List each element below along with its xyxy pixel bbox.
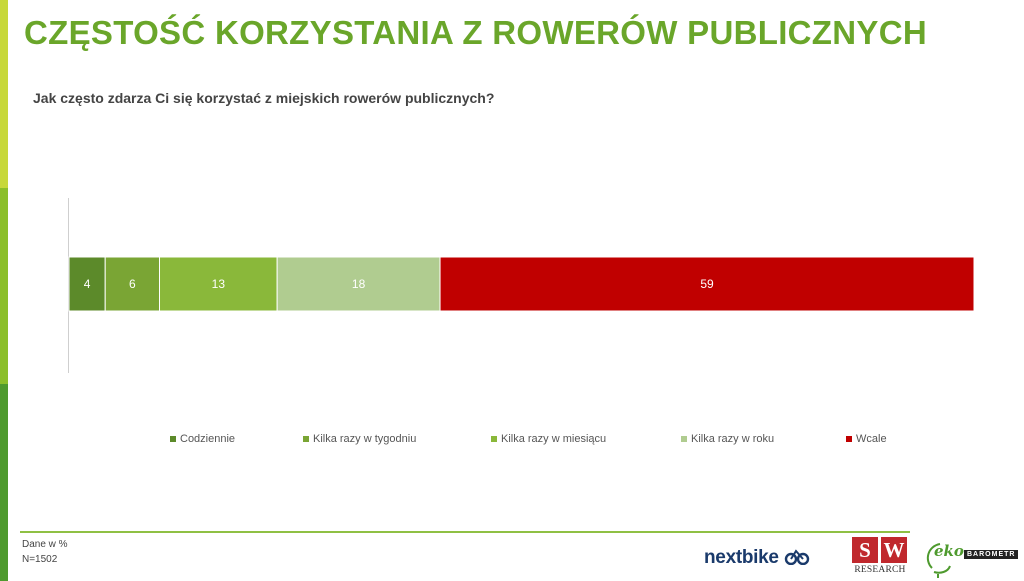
legend-item-codziennie: Codziennie <box>170 433 235 445</box>
sw-logo-w: W <box>881 537 907 563</box>
data-label-2: 13 <box>212 277 226 291</box>
sw-logo-s: S <box>852 537 878 563</box>
bar-segment-0 <box>68 256 106 312</box>
nextbike-wordmark: nextbike <box>704 547 779 568</box>
footer-divider <box>20 531 910 533</box>
nextbike-logo: nextbike <box>704 547 810 569</box>
legend-swatch <box>491 436 497 442</box>
accent-stripe-bottom <box>0 384 8 581</box>
legend-item-wcale: Wcale <box>846 433 887 445</box>
legend-swatch <box>303 436 309 442</box>
legend-swatch <box>846 436 852 442</box>
sw-logo-research: RESEARCH <box>854 565 906 575</box>
legend-item-kilka-razy-w-roku: Kilka razy w roku <box>681 433 774 445</box>
data-unit-note: Dane w % <box>22 539 68 550</box>
bar-segment-4 <box>439 256 975 312</box>
sw-research-logo: S W RESEARCH <box>851 537 909 577</box>
ekobarometr-logo: eko BAROMETR <box>922 538 1022 578</box>
sample-size-note: N=1502 <box>22 554 58 565</box>
legend-item-kilka-razy-w-tygodniu: Kilka razy w tygodniu <box>303 433 416 445</box>
accent-stripe-top <box>0 0 8 188</box>
legend-swatch <box>170 436 176 442</box>
bar-segment-3 <box>276 256 441 312</box>
legend-label: Codziennie <box>180 433 236 445</box>
globe-leaf-icon <box>926 543 951 578</box>
legend-label: Kilka razy w miesiącu <box>501 433 607 445</box>
left-accent-stripe <box>0 0 8 581</box>
data-label-3: 18 <box>352 277 366 291</box>
legend-label: Kilka razy w tygodniu <box>313 433 417 445</box>
eko-wordmark: eko <box>934 542 964 560</box>
barometr-wordmark: BAROMETR <box>964 550 1019 559</box>
page-title: CZĘSTOŚĆ KORZYSTANIA Z ROWERÓW PUBLICZNY… <box>24 14 927 51</box>
data-label-1: 6 <box>129 277 136 291</box>
legend-swatch <box>681 436 687 442</box>
data-label-0: 4 <box>84 277 91 291</box>
question-subtitle: Jak często zdarza Ci się korzystać z mie… <box>33 90 495 106</box>
legend-label: Kilka razy w roku <box>691 433 775 445</box>
legend-label: Wcale <box>856 433 887 445</box>
bike-icon <box>784 549 809 566</box>
data-label-4: 59 <box>700 277 714 291</box>
accent-stripe-middle <box>0 188 8 384</box>
legend-item-kilka-razy-w-miesiacu: Kilka razy w miesiącu <box>491 433 606 445</box>
